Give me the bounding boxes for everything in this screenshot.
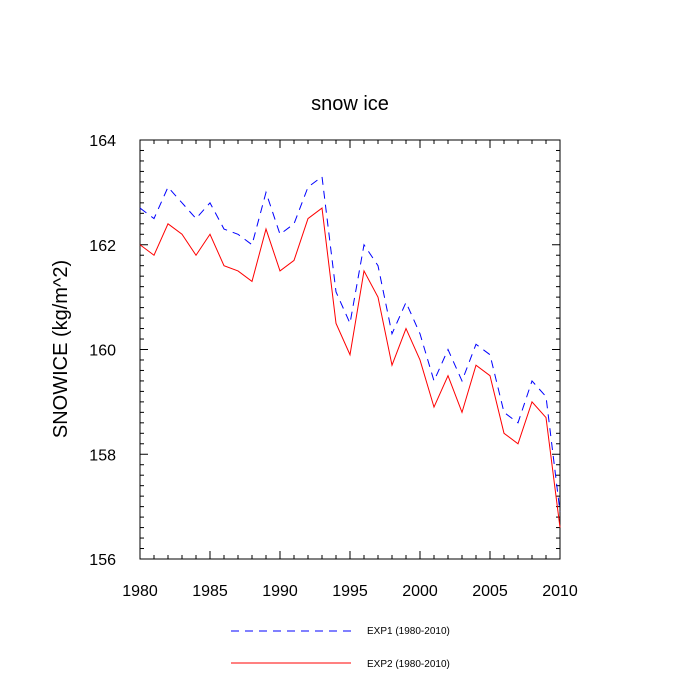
plot-frame [139,139,561,560]
y-tick-label: 160 [89,343,116,360]
x-axis-ticks [139,140,561,559]
y-tick-label: 162 [89,238,116,255]
y-axis-tick-labels: 156 158 160 162 164 [89,133,116,569]
x-tick-label: 2005 [472,583,508,600]
legend: EXP1 (1980-2010) EXP2 (1980-2010) [231,626,450,670]
chart-title: snow ice [311,93,389,115]
series-line-exp2 [139,207,561,528]
y-tick-label: 164 [89,133,116,150]
legend-label-exp2: EXP2 (1980-2010) [367,659,450,670]
x-tick-label: 2010 [542,583,578,600]
x-tick-label: 1985 [192,583,228,600]
x-axis-tick-labels: 1980 1985 1990 1995 2000 2005 2010 [122,583,578,600]
y-tick-label: 158 [89,447,116,464]
series-line-exp1 [139,175,561,512]
x-tick-label: 1980 [122,583,158,600]
series-layer [139,175,561,528]
y-tick-label: 156 [89,552,116,569]
y-axis-ticks [140,139,560,560]
x-tick-label: 1990 [262,583,298,600]
x-tick-label: 2000 [402,583,438,600]
legend-label-exp1: EXP1 (1980-2010) [367,626,450,637]
x-tick-label: 1995 [332,583,368,600]
y-axis-label: SNOWICE (kg/m^2) [50,260,72,438]
